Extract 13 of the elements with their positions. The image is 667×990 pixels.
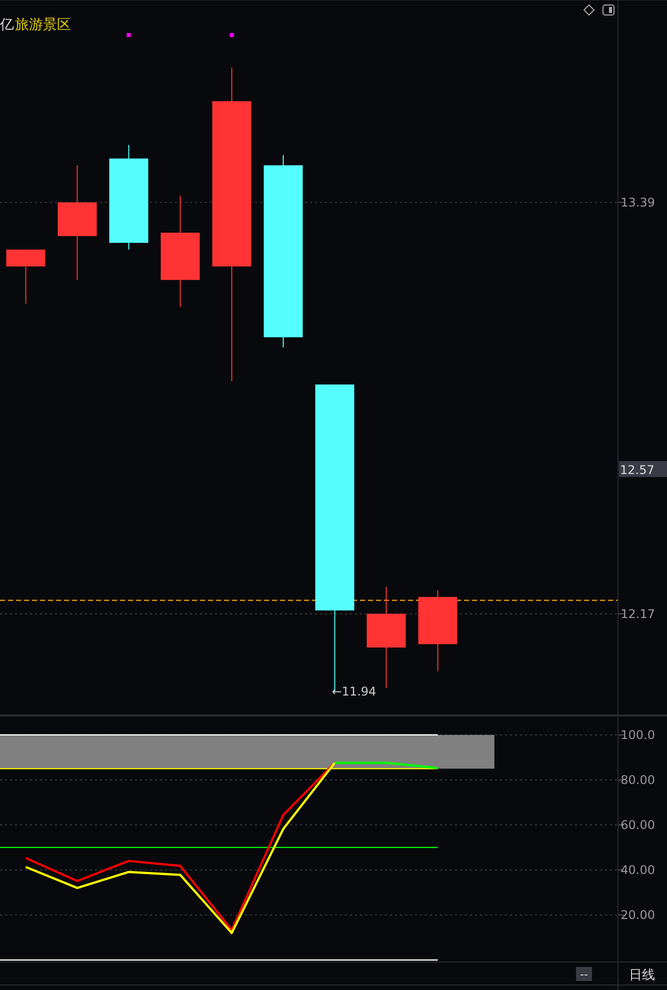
y-tick-label: 13.39: [620, 195, 655, 210]
y-tick-label: 100.0: [620, 728, 655, 742]
y-tick-label: 60.00: [620, 818, 655, 832]
y-tick-label: 20.00: [620, 908, 655, 922]
text: 日线: [629, 968, 655, 983]
text: 亿: [0, 17, 14, 33]
y-tick-label: 40.00: [620, 862, 655, 877]
text: 旅游景区: [15, 17, 71, 33]
text: --: [580, 968, 588, 981]
y-tick-label: 80.00: [620, 772, 655, 787]
annotation: ←11.94: [332, 684, 376, 698]
text: 12.57: [620, 463, 654, 477]
y-tick-label: 12.17: [620, 606, 655, 621]
